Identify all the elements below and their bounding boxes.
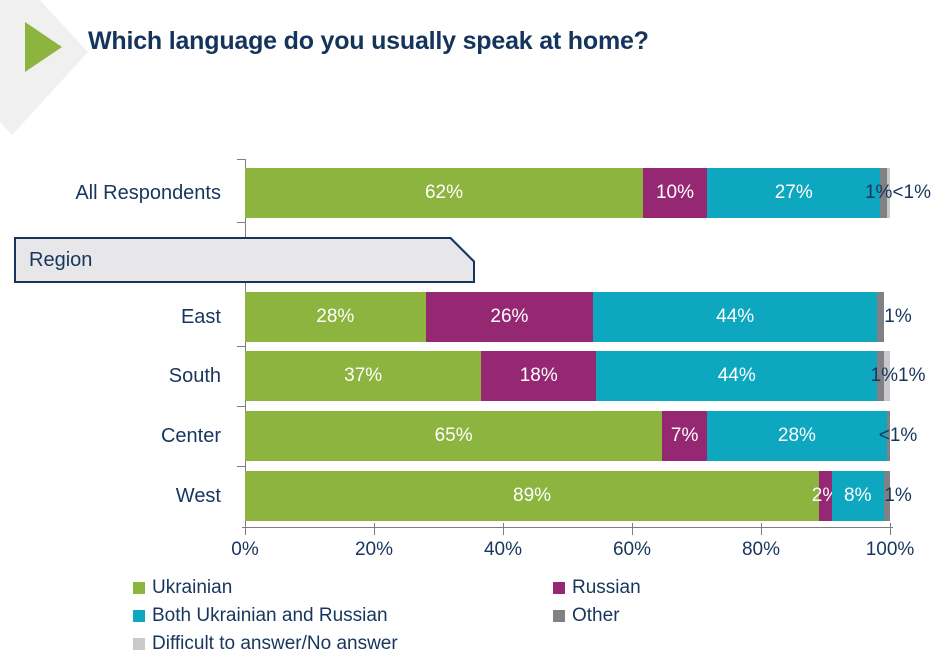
legend-item: Russian xyxy=(553,577,641,599)
x-tick-label: 100% xyxy=(865,539,915,560)
legend-swatch-icon xyxy=(553,610,565,622)
category-label: West xyxy=(175,485,221,507)
x-tick-label: 40% xyxy=(483,539,523,560)
bar-value-label: 37% xyxy=(344,365,383,386)
y-tick-mark xyxy=(237,466,245,467)
bar-segment-ukrainian: 37% xyxy=(245,351,482,401)
bar-segment-russian: 2% xyxy=(812,471,839,521)
bar-row: All Respondents 62% 10% 27% 1%<1% xyxy=(0,168,936,218)
bar-value-label: 27% xyxy=(774,182,813,203)
bar-row: East 28% 26% 44% 1% xyxy=(0,292,936,342)
bar-track: 28% 26% 44% 1% xyxy=(245,292,912,342)
legend-swatch-icon xyxy=(133,610,145,622)
page-title: Which language do you usually speak at h… xyxy=(88,27,649,55)
bar-value-label: 26% xyxy=(490,306,529,327)
x-tick-mark xyxy=(374,523,375,535)
x-tick-label: 0% xyxy=(231,539,259,560)
x-axis-line xyxy=(242,527,893,528)
bar-value-label: 7% xyxy=(670,425,699,446)
bar-value-label: 18% xyxy=(519,365,558,386)
bar-end-label: 1%1% xyxy=(870,365,926,386)
bar-segment-both: 27% xyxy=(707,168,881,218)
bar-row: West 89% 2% 8% 1% xyxy=(0,471,936,521)
bar-segment-other xyxy=(883,471,890,521)
x-tick-label: 80% xyxy=(741,539,781,560)
bar-segment-ukrainian: 28% xyxy=(245,292,426,342)
y-axis-line xyxy=(245,159,246,528)
x-tick-label: 60% xyxy=(612,539,652,560)
bar-value-label: 89% xyxy=(513,485,552,506)
bar-segment-ukrainian: 62% xyxy=(245,168,643,218)
bar-segment-ukrainian: 65% xyxy=(245,411,663,461)
bar-track: 62% 10% 27% 1%<1% xyxy=(245,168,931,218)
bar-segment-russian: 26% xyxy=(425,292,594,342)
legend-label: Difficult to answer/No answer xyxy=(152,633,398,654)
bar-segment-both: 44% xyxy=(593,292,878,342)
category-label: East xyxy=(180,306,221,328)
bar-segment-other xyxy=(886,411,890,461)
chevron-decoration xyxy=(0,0,88,135)
bar-value-label: 44% xyxy=(717,365,756,386)
bar-value-label: 8% xyxy=(844,485,872,506)
legend-label: Ukrainian xyxy=(152,577,233,598)
category-label: Center xyxy=(160,425,221,447)
category-label: South xyxy=(168,365,221,387)
legend-label: Russian xyxy=(572,577,641,598)
bar-end-label: 1% xyxy=(884,306,912,327)
bar-segment-difficult xyxy=(886,168,890,218)
bar-end-label: 1% xyxy=(884,485,912,506)
bar-segment-russian: 18% xyxy=(481,351,597,401)
bar-segment-other xyxy=(877,292,884,342)
bar-segment-ukrainian: 89% xyxy=(245,471,820,521)
bar-segment-both: 44% xyxy=(596,351,878,401)
y-tick-mark xyxy=(237,406,245,407)
bar-value-label: 28% xyxy=(777,425,816,446)
x-tick-mark xyxy=(245,523,246,535)
bar-track: 65% 7% 28% <1% xyxy=(245,411,917,461)
legend-item: Other xyxy=(553,605,641,627)
bar-row: Center 65% 7% 28% <1% xyxy=(0,411,936,461)
y-tick-mark xyxy=(237,222,245,223)
bar-value-label: 65% xyxy=(434,425,473,446)
legend-label: Both Ukrainian and Russian xyxy=(152,605,388,626)
bar-segment-other xyxy=(880,168,887,218)
x-tick-mark xyxy=(632,523,633,535)
bar-track: 37% 18% 44% 1%1% xyxy=(245,351,925,401)
bar-end-label: 1%<1% xyxy=(864,182,932,203)
legend-item: Both Ukrainian and Russian xyxy=(133,605,553,627)
region-group-label: Region xyxy=(29,248,93,271)
x-tick-mark xyxy=(503,523,504,535)
category-label: All Respondents xyxy=(75,182,221,204)
bar-segment-both: 8% xyxy=(831,471,884,521)
x-tick-label: 20% xyxy=(354,539,394,560)
legend-item: Ukrainian xyxy=(133,577,553,599)
y-tick-mark xyxy=(237,159,245,160)
bar-segment-other xyxy=(877,351,884,401)
bar-row: South 37% 18% 44% 1%1% xyxy=(0,351,936,401)
y-tick-mark xyxy=(237,346,245,347)
bar-segment-both: 28% xyxy=(707,411,887,461)
bar-segment-difficult xyxy=(883,351,890,401)
bar-value-label: 28% xyxy=(316,306,355,327)
x-tick-mark xyxy=(890,523,891,535)
bar-end-label: <1% xyxy=(878,425,918,446)
legend-label: Other xyxy=(572,605,620,626)
legend-item: Difficult to answer/No answer xyxy=(133,633,553,655)
bar-segment-russian: 7% xyxy=(662,411,708,461)
legend-swatch-icon xyxy=(133,638,145,650)
bar-value-label: 62% xyxy=(424,182,463,203)
region-group-box: Region xyxy=(14,237,475,283)
bar-value-label: 44% xyxy=(716,306,755,327)
legend-swatch-icon xyxy=(553,582,565,594)
bar-segment-russian: 10% xyxy=(642,168,708,218)
x-tick-mark xyxy=(761,523,762,535)
legend-swatch-icon xyxy=(133,582,145,594)
legend: Ukrainian Russian Both Ukrainian and Russi… xyxy=(133,574,641,658)
bar-track: 89% 2% 8% 1% xyxy=(245,471,912,521)
bar-value-label: 10% xyxy=(655,182,694,203)
